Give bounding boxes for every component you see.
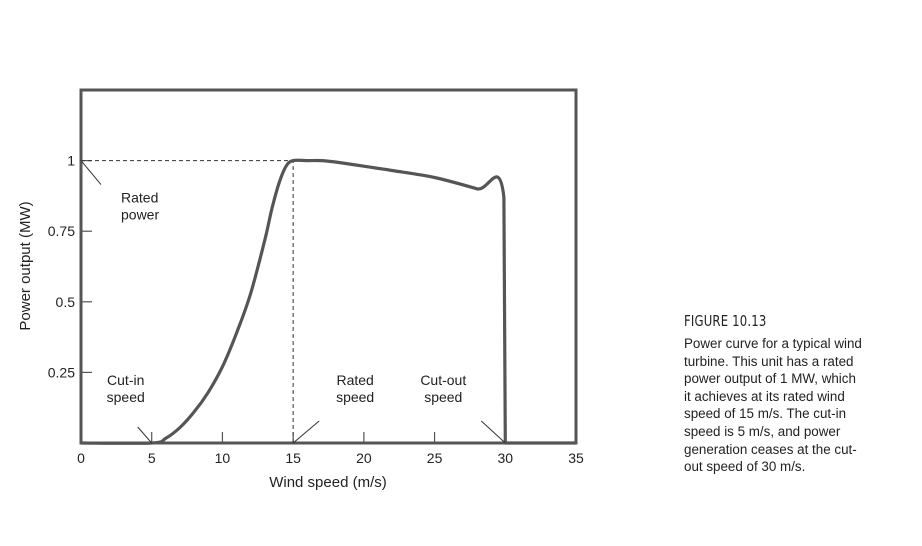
figure-caption-text: Power curve for a typical wind turbine. … — [684, 335, 914, 476]
plot-frame — [79, 88, 578, 445]
caption-line: Power curve for a typical wind — [684, 336, 862, 351]
y-axis-label: Power output (MW) — [17, 201, 34, 330]
x-tick-label: 0 — [77, 450, 85, 466]
annotation-label: power — [121, 207, 159, 223]
annotation-leader — [292, 420, 320, 444]
y-tick-label: 0.5 — [56, 294, 76, 310]
figure-title: FIGURE 10.13 — [684, 312, 767, 330]
x-tick-label: 10 — [215, 450, 231, 466]
caption-line: generation ceases at the cut- — [684, 441, 857, 457]
annotation-label: Cut-in — [107, 372, 144, 388]
x-tick-label: 20 — [356, 450, 372, 466]
y-tick-label: 0.25 — [48, 364, 75, 380]
annotation-label: speed — [424, 389, 462, 405]
caption-line: power output of 1 MW, which — [684, 371, 856, 387]
annotation-label: speed — [107, 389, 145, 405]
annotation-label: Cut-out — [420, 372, 466, 388]
figure-caption: FIGURE 10.13 Power curve for a typical w… — [684, 312, 914, 476]
annotation-label: Rated — [336, 372, 373, 388]
x-tick-label: 35 — [568, 450, 584, 466]
annotation-leader — [137, 426, 153, 444]
caption-line: it achieves at its rated wind — [684, 388, 845, 404]
x-tick-label: 30 — [497, 450, 513, 466]
x-tick-label: 5 — [148, 450, 156, 466]
annotation-leader — [480, 420, 506, 444]
y-tick-label: 1 — [67, 153, 75, 169]
x-axis-label: Wind speed (m/s) — [269, 474, 387, 491]
annotation-label: Rated — [121, 190, 158, 206]
caption-line: turbine. This unit has a rated — [684, 353, 854, 369]
power-curve-line — [80, 158, 576, 445]
caption-line: out speed of 30 m/s. — [684, 459, 806, 475]
x-tick-label: 25 — [427, 450, 443, 466]
annotation-label: speed — [336, 389, 374, 405]
annotation-leader — [80, 160, 102, 185]
x-tick-label: 15 — [285, 450, 301, 466]
caption-line: speed is 5 m/s, and power — [684, 423, 841, 439]
caption-line: speed of 15 m/s. The cut-in — [684, 406, 847, 422]
y-tick-label: 0.75 — [48, 223, 75, 239]
